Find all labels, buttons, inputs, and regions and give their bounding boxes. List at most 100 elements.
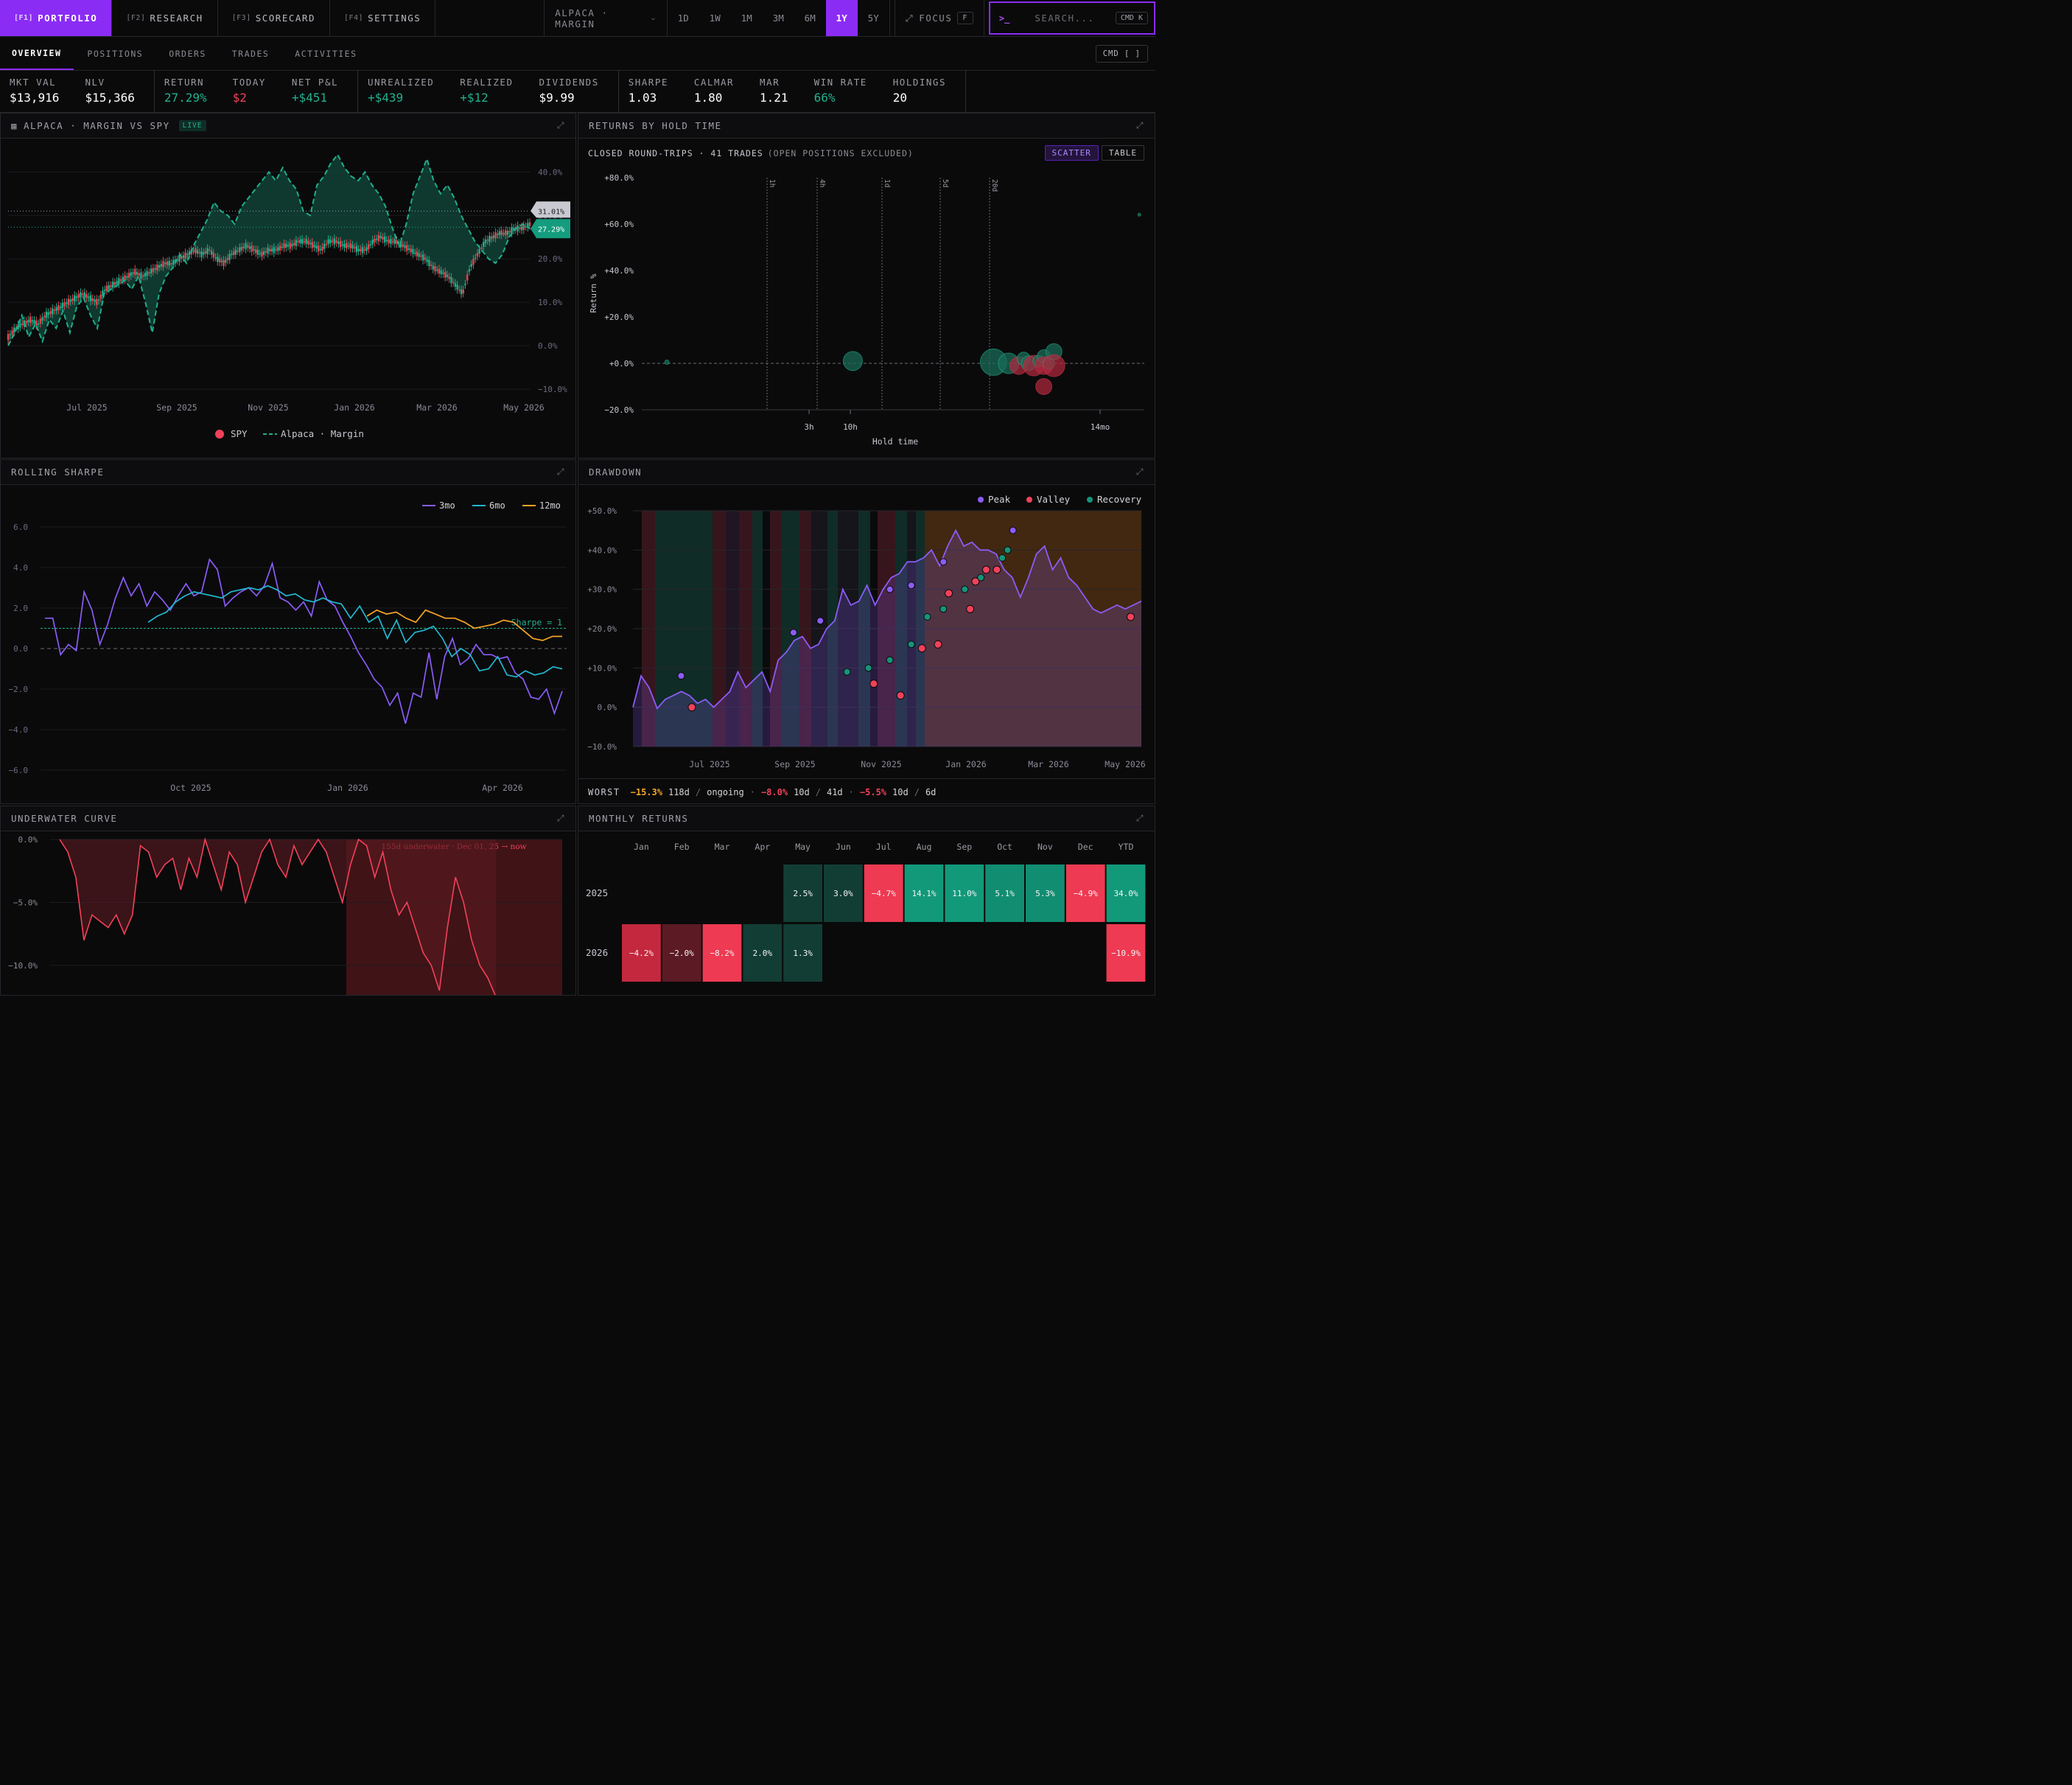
spy-candle (202, 252, 205, 255)
spy-candle (217, 256, 219, 262)
expand-icon[interactable]: ⤢ (556, 813, 565, 823)
spy-candle (182, 255, 185, 258)
subtab-activities[interactable]: ACTIVITIES (295, 48, 357, 59)
range-1m[interactable]: 1M (741, 13, 752, 24)
subtab-positions[interactable]: POSITIONS (87, 48, 144, 59)
y-tick-label: 20.0% (538, 254, 562, 264)
month-header: Jul (876, 842, 892, 852)
tab-scorecard[interactable]: [F3] SCORECARD (218, 0, 330, 36)
portfolio-tag-bg (531, 219, 570, 239)
spy-candle (468, 269, 471, 272)
expand-icon[interactable]: ⤢ (556, 120, 565, 130)
trade-point[interactable] (1035, 378, 1053, 395)
month-cell[interactable] (1026, 864, 1065, 922)
spy-candle (331, 240, 334, 242)
month-cell[interactable] (1106, 924, 1146, 982)
spy-candle (198, 252, 200, 254)
spy-candle (305, 239, 307, 244)
spy-candle (204, 251, 207, 254)
prompt-icon: >_ (998, 13, 1010, 24)
metric-label: WIN RATE (813, 77, 867, 88)
spy-candle (255, 249, 257, 254)
search-box[interactable]: >_ SEARCH... CMD K (988, 1, 1155, 35)
month-cell[interactable] (783, 864, 822, 922)
month-cell[interactable] (1106, 864, 1146, 922)
spy-candle (281, 246, 283, 248)
x-tick-label: Jan 2026 (327, 783, 368, 793)
tab-research[interactable]: [F2] RESEARCH (112, 0, 218, 36)
subtab-overview[interactable]: OVERVIEW (0, 37, 74, 70)
spy-candle (66, 302, 68, 304)
range-5y[interactable]: 5Y (867, 13, 879, 24)
spy-candle (291, 244, 293, 247)
spy-candle (116, 281, 118, 284)
range-3m[interactable]: 3M (772, 13, 784, 24)
expand-icon[interactable]: ⤢ (556, 467, 565, 477)
tab-portfolio[interactable]: [F1] PORTFOLIO (0, 0, 113, 36)
spy-candle (99, 295, 102, 298)
panel-header: UNDERWATER CURVE ⤢ (1, 806, 575, 831)
month-cell[interactable] (945, 864, 984, 922)
month-cell[interactable] (985, 864, 1024, 922)
panel-header: MONTHLY RETURNS ⤢ (578, 806, 1155, 831)
month-cell[interactable] (622, 924, 661, 982)
spy-candle (174, 259, 177, 264)
trade-point[interactable] (1042, 354, 1065, 377)
x-tick-label: 14mo (1091, 422, 1110, 432)
spy-candle (446, 274, 449, 277)
range-6m[interactable]: 6M (804, 13, 816, 24)
metric-value: +$451 (291, 91, 327, 105)
month-cell-value: 5.1% (995, 889, 1015, 898)
month-cell[interactable] (702, 924, 742, 982)
focus-button[interactable]: ⤢ FOCUS F (894, 0, 984, 36)
spy-candle (269, 248, 271, 252)
scatter-button[interactable]: SCATTER (1044, 145, 1099, 161)
spy-candle (71, 298, 74, 301)
tab-settings[interactable]: [F4] SETTINGS (330, 0, 436, 36)
spy-candle (126, 276, 128, 278)
x-tick-label: Mar 2026 (416, 402, 457, 413)
spy-candle (279, 245, 281, 251)
search-input[interactable]: SEARCH... (1035, 13, 1095, 24)
valley-marker (687, 703, 696, 712)
spy-candle (341, 244, 343, 246)
y-tick-label: −10.0% (587, 742, 617, 752)
spy-candle (474, 257, 477, 259)
table-button[interactable]: TABLE (1101, 145, 1144, 161)
spy-candle (104, 289, 106, 291)
x-tick-label: Oct 2025 (170, 783, 211, 793)
range-1w[interactable]: 1W (709, 13, 721, 24)
trade-point[interactable] (842, 351, 863, 371)
account-selector[interactable]: ALPACA · MARGIN ⌵ (544, 0, 668, 36)
month-cell[interactable] (743, 924, 783, 982)
expand-icon[interactable]: ⤢ (1135, 120, 1144, 130)
range-1y[interactable]: 1Y (825, 0, 858, 36)
trade-point[interactable] (664, 359, 670, 365)
month-cell[interactable] (864, 864, 903, 922)
metric-value: 1.80 (693, 91, 723, 105)
spy-candle (94, 299, 96, 302)
expand-icon[interactable]: ⤢ (1135, 813, 1144, 823)
spy-candle (166, 261, 169, 265)
trade-point[interactable] (1137, 212, 1141, 217)
spy-candle (376, 239, 378, 240)
spy-candle (47, 312, 49, 315)
month-cell[interactable] (783, 924, 822, 982)
spy-tag-bg (531, 201, 570, 218)
expand-icon[interactable]: ⤢ (1135, 467, 1144, 477)
spy-candle (80, 292, 82, 298)
range-1d[interactable]: 1D (677, 13, 689, 24)
month-cell[interactable] (824, 864, 863, 922)
month-cell[interactable] (1065, 864, 1105, 922)
x-tick-label: Sep 2025 (774, 759, 815, 769)
subtab-orders[interactable]: ORDERS (169, 48, 206, 59)
worst-duration: 10d (892, 786, 909, 797)
spy-candle (188, 251, 191, 255)
hold-subtitle-note: (OPEN POSITIONS EXCLUDED) (767, 148, 914, 158)
subtab-trades[interactable]: TRADES (231, 48, 270, 59)
tab-key: [F2] (126, 14, 146, 22)
spy-candle (223, 259, 225, 266)
month-cell[interactable] (904, 864, 944, 922)
y-tick-label: 2.0 (13, 604, 28, 613)
month-cell[interactable] (662, 924, 701, 982)
